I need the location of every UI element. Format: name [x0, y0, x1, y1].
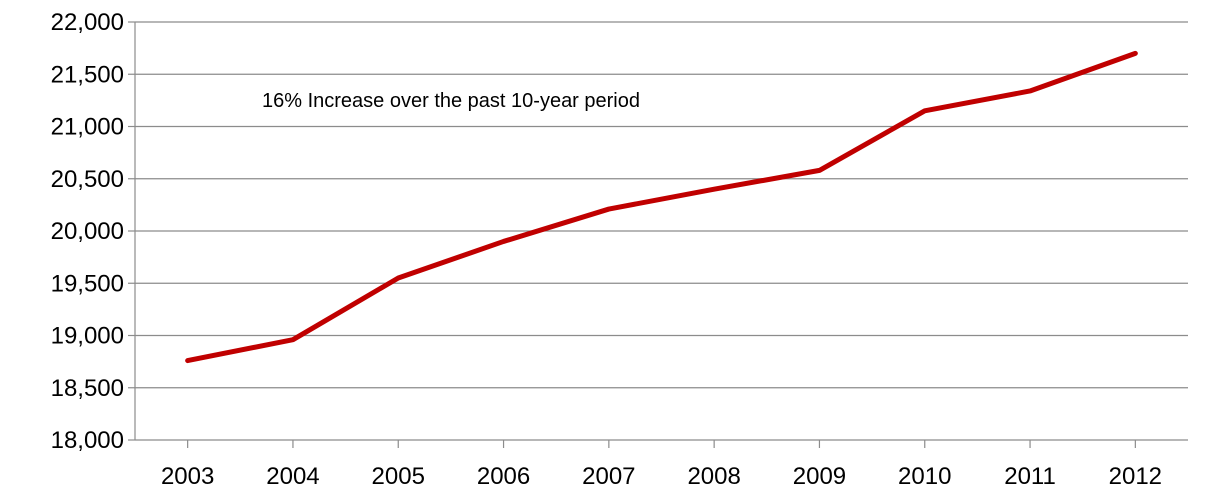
- x-tick-label: 2008: [687, 463, 740, 490]
- y-tick-label: 18,000: [51, 427, 124, 454]
- axes: [134, 22, 1188, 441]
- y-tick-labels: 18,000 18,500 19,000 19,500 20,000 20,500 21,0…: [51, 9, 124, 454]
- x-tick-labels: 2003 2004 2005 2006 2007 2008 2009 2010 2011 2012: [161, 463, 1162, 490]
- x-tick-label: 2010: [898, 463, 951, 490]
- x-tick-label: 2007: [582, 463, 635, 490]
- x-tick-label: 2012: [1109, 463, 1162, 490]
- x-tick-label: 2004: [266, 463, 319, 490]
- x-tick-label: 2003: [161, 463, 214, 490]
- y-tick-label: 20,000: [51, 218, 124, 245]
- y-tick-label: 22,000: [51, 9, 124, 36]
- chart-annotation: 16% Increase over the past 10-year perio…: [262, 90, 640, 112]
- x-tick-label: 2009: [793, 463, 846, 490]
- x-tick-label: 2005: [372, 463, 425, 490]
- y-tick-label: 21,000: [51, 114, 124, 141]
- y-tick-label: 18,500: [51, 375, 124, 402]
- y-tick-label: 20,500: [51, 166, 124, 193]
- x-tick-label: 2011: [1004, 463, 1056, 490]
- x-tick-label: 2006: [477, 463, 530, 490]
- series-line: [185, 50, 1138, 364]
- y-tick-label: 19,000: [51, 323, 124, 350]
- y-tick-label: 19,500: [51, 270, 124, 297]
- y-tick-label: 21,500: [51, 61, 124, 88]
- y-gridlines: [128, 21, 1188, 448]
- series-group: [185, 50, 1138, 364]
